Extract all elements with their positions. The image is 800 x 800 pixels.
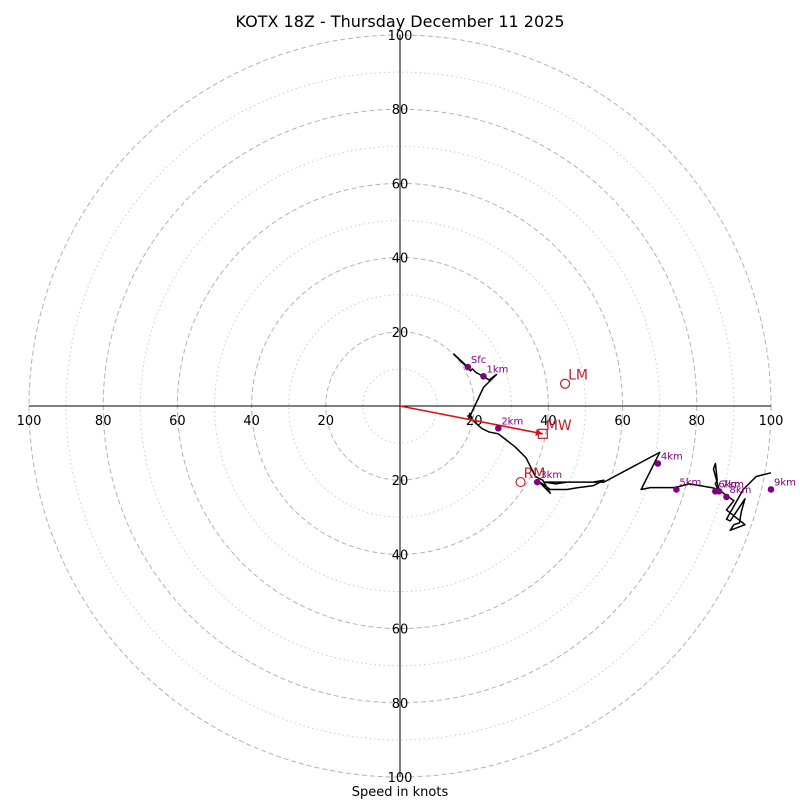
y-tick-label: 60: [392, 623, 409, 638]
chart-title: KOTX 18Z - Thursday December 11 2025: [236, 12, 565, 31]
x-tick-label: 40: [540, 414, 557, 429]
height-marker-label: 1km: [486, 364, 508, 375]
y-tick-label: 20: [392, 326, 409, 341]
hodograph-line: [453, 353, 772, 532]
height-marker-dot: [767, 486, 775, 493]
height-marker-label: 9km: [774, 477, 796, 488]
height-marker-label: 3km: [540, 470, 562, 481]
height-marker-dot: [495, 424, 502, 432]
x-axis-label: Speed in knots: [352, 785, 449, 800]
x-tick-label: 80: [95, 414, 112, 429]
motion-label: RM: [524, 466, 546, 482]
height-marker-dot: [533, 478, 541, 486]
y-tick-label: 80: [392, 103, 409, 118]
motion-label: MW: [546, 418, 572, 434]
height-marker-dot: [654, 460, 662, 467]
height-marker-label: 7km: [722, 479, 744, 490]
height-marker-dot: [480, 373, 487, 380]
height-marker-label: Sfc: [471, 355, 486, 366]
y-tick-label: 100: [388, 771, 413, 786]
x-tick-label: 60: [614, 414, 631, 429]
height-marker-label: 4km: [661, 452, 683, 463]
storm-motions: LM RM MW: [515, 368, 588, 488]
y-tick-label: 80: [392, 697, 409, 712]
y-tick-label: 60: [392, 177, 409, 192]
height-marker-dot: [464, 363, 472, 371]
height-marker-dot: [723, 493, 730, 501]
height-marker-label: 6km: [718, 479, 740, 490]
y-tick-label: 100: [388, 29, 413, 44]
x-tick-label: 40: [243, 414, 260, 429]
height-marker-label: 8km: [729, 485, 751, 496]
storm-motion-marker: [515, 476, 526, 488]
x-tick-label: 20: [318, 414, 335, 429]
y-tick-label: 20: [392, 474, 409, 489]
x-tick-label: 100: [17, 414, 42, 429]
height-marker-label: 5km: [679, 477, 701, 488]
y-tick-label: 40: [392, 252, 409, 267]
shear-vector-arrowhead: [535, 429, 543, 436]
x-tick-label: 60: [169, 414, 186, 429]
hodograph-trace-group: [399, 353, 772, 532]
motion-label: LM: [568, 368, 588, 384]
height-marker-dot: [673, 486, 680, 493]
shear-vector-line: [399, 405, 543, 435]
mean-wind-marker: [537, 428, 548, 439]
height-marker-label: 2km: [501, 416, 523, 427]
y-tick-label: 40: [392, 548, 409, 563]
storm-motion-marker: [559, 378, 571, 389]
x-tick-label: 100: [759, 414, 784, 429]
height-marker-dot: [715, 488, 723, 495]
x-tick-label: 80: [689, 414, 706, 429]
tick-labels: 100 80 60 40 20 20 40 60 80 100100806040202040608…: [17, 29, 784, 786]
